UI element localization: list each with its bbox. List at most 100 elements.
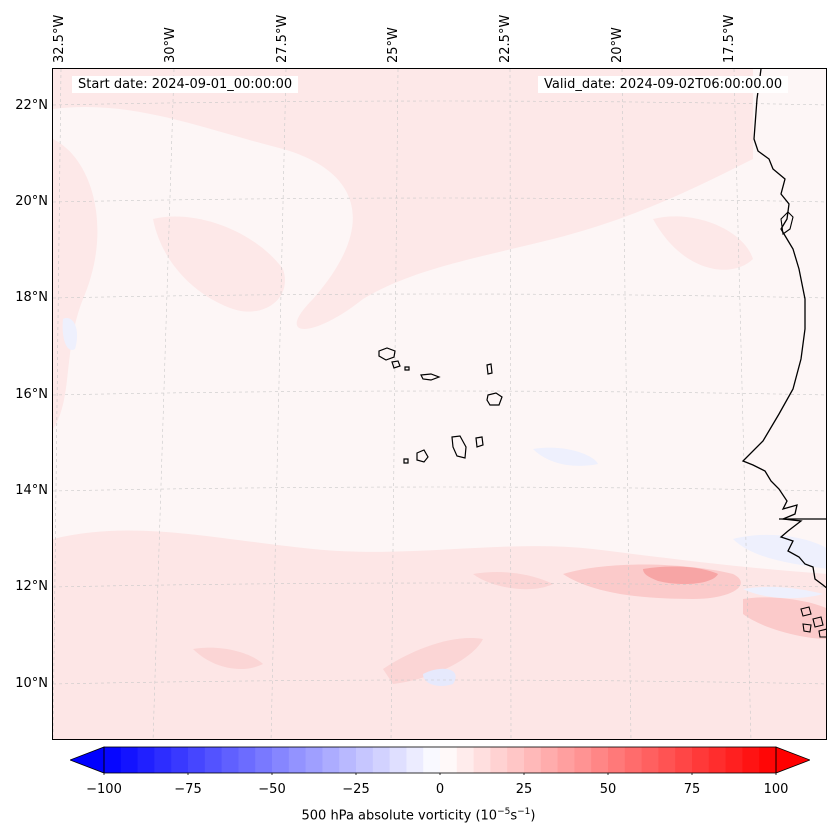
colorbar-cell [725,747,743,773]
colorbar-cell [675,747,693,773]
positive-core-5 [473,572,553,590]
bijagos-islands [800,606,826,638]
colorbar-tick-label: 75 [683,782,701,797]
colorbar-cell [238,747,256,773]
colorbar-cell [356,747,374,773]
colorbar-cell [171,747,189,773]
lon-label-25w: 25°W [386,27,401,63]
colorbar-cell [440,747,458,773]
colorbar-cell [104,747,122,773]
colorbar-label-text: 500 hPa absolute vorticity (10 [301,808,498,824]
colorbar-label-close: ) [530,808,536,824]
lat-label-18n: 18°N [15,290,48,305]
cap-blanc [780,211,794,235]
colorbar-cell [490,747,508,773]
colorbar-cell [288,747,307,773]
vorticity-field [53,69,826,739]
colorbar-tick-label: −75 [174,782,202,797]
lat-label-12n: 12°N [15,579,48,594]
colorbar-cell [322,747,340,773]
lat-label-14n: 14°N [15,483,48,498]
colorbar-cell [423,747,441,773]
lon-label-30w: 30°W [163,27,178,63]
positive-patch-1 [153,216,285,312]
lat-label-20n: 20°N [15,194,48,209]
colorbar-cell [137,747,155,773]
parallel-18n [53,293,826,299]
positive-core-4 [383,638,483,684]
parallel-14n [53,486,826,492]
island-fogo [416,449,429,463]
negative-patch-5 [62,318,78,350]
colorbar-cell [641,747,659,773]
colorbar-tick-label: 25 [515,782,533,797]
colorbar-cell [524,747,542,773]
negative-patch-3 [533,447,598,466]
colorbar-cell [339,747,357,773]
island-sao-nicolau [420,373,441,381]
parallel-22n [53,100,826,106]
lon-label-22-5w: 22.5°W [498,14,513,63]
negative-patch-1 [423,668,456,686]
colorbar-extend-high [775,746,810,774]
colorbar-cell [608,747,626,773]
positive-core-2 [643,566,718,585]
colorbar-cell [221,747,239,773]
positive-band-west [53,139,98,429]
colorbar-cells [104,747,777,773]
colorbar-cell [456,747,475,773]
island-sao-vicente [391,360,401,369]
colorbar-cell [557,747,575,773]
positive-band-north [53,69,753,329]
map-panel [52,68,827,740]
start-date-label: Start date: 2024-09-01_00:00:00 [72,76,299,93]
negative-patch-2 [733,534,826,569]
colorbar-tick-label: −50 [258,782,286,797]
parallel-10n [53,679,826,685]
positive-core-6 [193,647,263,669]
colorbar-cell [708,747,727,773]
colorbar-cell [372,747,391,773]
colorbar-cell [507,747,525,773]
parallel-20n [53,197,826,203]
colorbar-extend-low [70,746,105,774]
colorbar-cell [154,747,172,773]
lon-label-17-5w: 17.5°W [722,14,737,63]
lon-label-27-5w: 27.5°W [275,14,290,63]
colorbar-cell [204,747,223,773]
colorbar-tick-label: 50 [599,782,617,797]
island-sal [486,363,493,375]
island-santiago [451,435,467,459]
colorbar-cell [188,747,206,773]
colorbar-cell [742,747,760,773]
colorbar-cell [540,747,559,773]
colorbar-cell [406,747,424,773]
colorbar-cell [759,747,777,773]
valid-date-label: Valid_date: 2024-09-02T06:00:00.00 [538,76,789,93]
colorbar-ticks [103,773,777,775]
positive-patch-2 [653,216,753,270]
island-santa-luzia [404,366,410,371]
colorbar-tick-label: −100 [86,782,122,797]
parallel-16n [53,390,826,396]
gridlines [53,69,826,739]
colorbar-cell [591,747,609,773]
parallel-12n [53,582,826,588]
meridian-30w [152,69,175,739]
colorbar-cell [473,747,491,773]
colorbar-cell [574,747,592,773]
colorbar-cell [272,747,290,773]
colorbar-cell [120,747,139,773]
colorbar-cell [692,747,710,773]
colorbar-tick-label: 100 [763,782,789,797]
colorbar-tick-label: 0 [435,782,445,797]
colorbar-label-exp2: −1 [517,807,531,817]
colorbar-label: 500 hPa absolute vorticity (10−5s−1) [0,807,837,823]
meridian-27-5w [270,69,287,739]
cape-verde-islands [378,347,503,464]
colorbar-cell [389,747,407,773]
africa-coastline [741,69,826,589]
negative-patch-4 [743,586,823,599]
colorbar-label-unit: s [510,808,518,824]
colorbar-cell [305,747,323,773]
